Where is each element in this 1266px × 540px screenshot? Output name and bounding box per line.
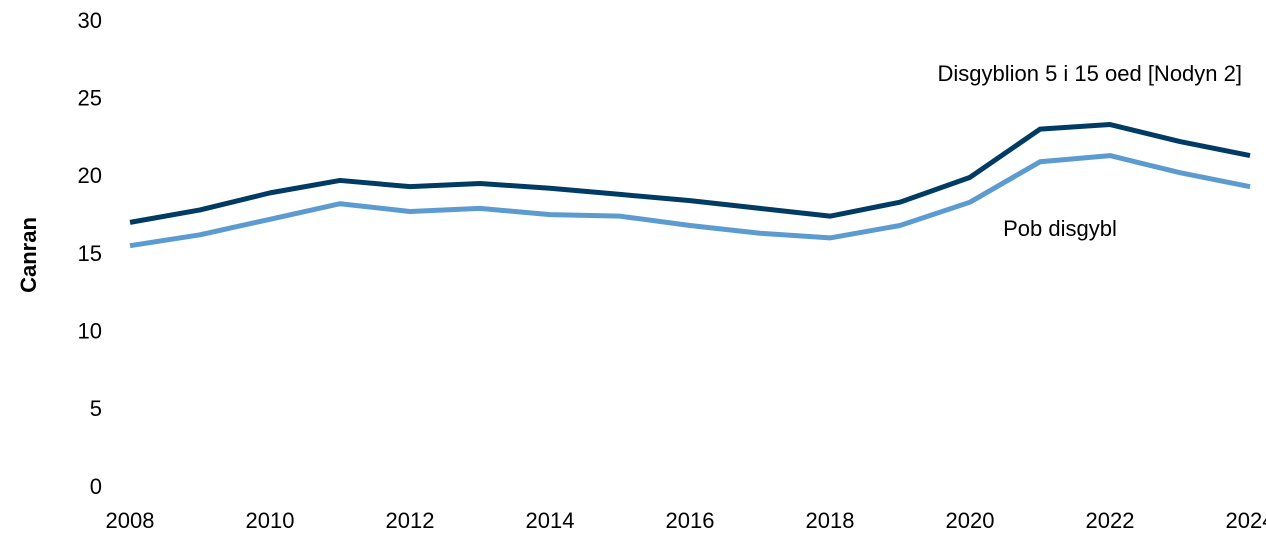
x-tick-label: 2008 [106,508,155,533]
y-tick-label: 20 [78,163,102,188]
line-series [129,153,1251,249]
y-tick-label: 5 [90,396,102,421]
x-tick-label: 2012 [386,508,435,533]
x-tick-label: 2020 [946,508,995,533]
series-label: Disgyblion 5 i 15 oed [Nodyn 2] [937,61,1242,86]
x-tick-label: 2014 [526,508,575,533]
y-axis-title: Canran [16,217,41,293]
y-tick-label: 15 [78,241,102,266]
x-tick-label: 2022 [1086,508,1135,533]
y-tick-label: 0 [90,474,102,499]
x-tick-label: 2018 [806,508,855,533]
y-tick-label: 30 [78,8,102,33]
line-series [129,122,1251,225]
y-tick-label: 10 [78,318,102,343]
x-tick-label: 2016 [666,508,715,533]
y-tick-label: 25 [78,85,102,110]
x-tick-label: 2010 [246,508,295,533]
x-tick-label: 2024 [1226,508,1266,533]
series-label: Pob disgybl [1003,216,1117,241]
